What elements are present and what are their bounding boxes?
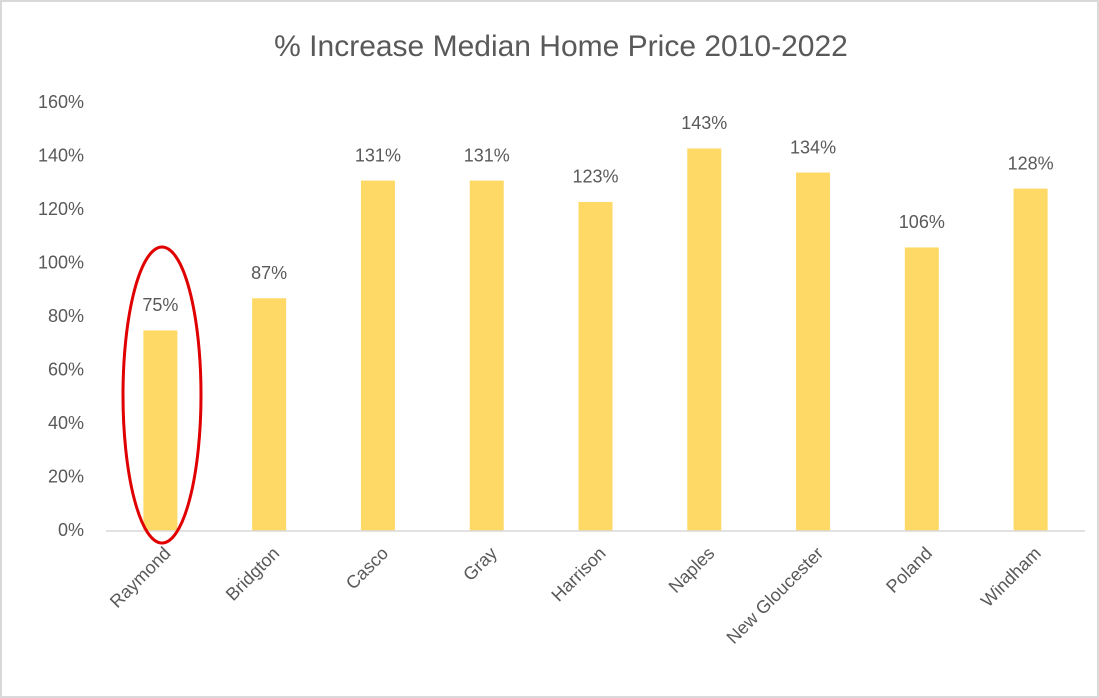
y-tick-label: 140%	[38, 145, 84, 165]
data-label: 131%	[464, 145, 510, 165]
bar	[578, 201, 613, 531]
y-tick-label: 120%	[38, 199, 84, 219]
y-tick-label: 80%	[48, 306, 84, 326]
data-label: 75%	[142, 295, 178, 315]
y-tick-label: 40%	[48, 413, 84, 433]
highlight-circle	[121, 245, 203, 545]
bar	[469, 180, 504, 531]
y-tick-label: 100%	[38, 252, 84, 272]
data-label: 131%	[355, 145, 401, 165]
data-label: 134%	[790, 137, 836, 157]
bar	[360, 180, 395, 531]
bar	[796, 172, 831, 532]
bar	[687, 148, 722, 531]
bar	[252, 298, 287, 531]
data-label: 143%	[681, 113, 727, 133]
data-label: 87%	[251, 263, 287, 283]
bar	[904, 247, 939, 531]
bar	[1013, 188, 1048, 531]
y-tick-label: 20%	[48, 466, 84, 486]
data-label: 106%	[899, 212, 945, 232]
bar	[143, 330, 178, 531]
y-tick-label: 60%	[48, 359, 84, 379]
y-tick-label: 0%	[58, 520, 84, 540]
chart-title: % Increase Median Home Price 2010-2022	[274, 30, 848, 63]
data-label: 128%	[1008, 153, 1054, 173]
y-tick-label: 160%	[38, 92, 84, 112]
data-label: 123%	[572, 167, 618, 187]
